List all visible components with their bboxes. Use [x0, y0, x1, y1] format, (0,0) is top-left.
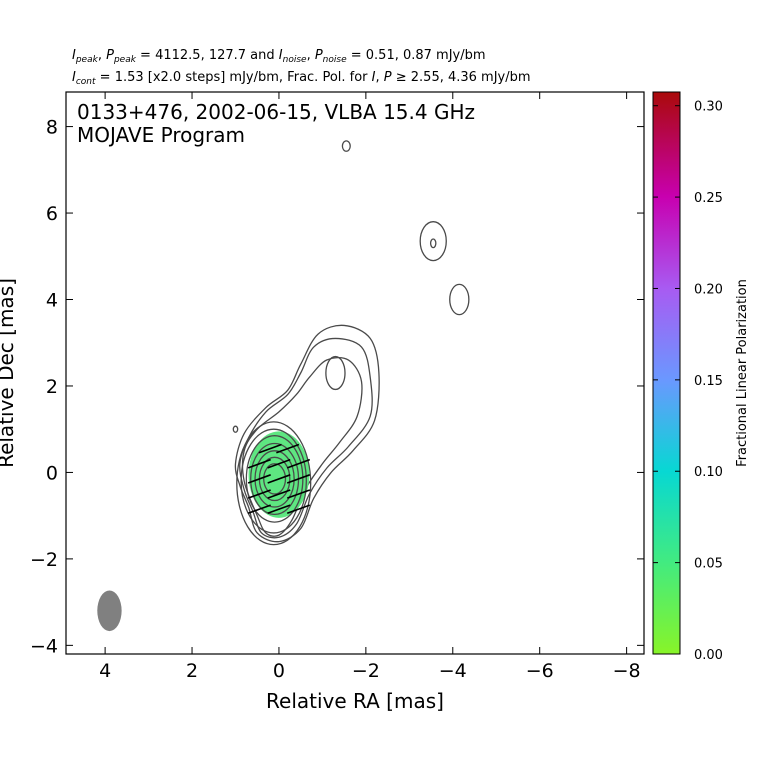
i-noise-symbol: I [278, 48, 283, 63]
evpa-tick [267, 489, 291, 499]
core-contour [263, 463, 287, 495]
colorbar-tick-label: 0.10 [694, 465, 723, 480]
knot-contour [429, 238, 437, 249]
core-contour [254, 450, 295, 508]
i-cont-symbol: I [72, 70, 76, 85]
chart-subtitle: MOJAVE Program [77, 123, 245, 147]
colorbar-tick-label: 0.00 [694, 648, 723, 663]
y-tick-label: −2 [30, 549, 58, 571]
plot-area [97, 140, 470, 632]
colorbar-tick-label: 0.05 [694, 557, 723, 572]
x-tick-label: −6 [526, 660, 554, 682]
evpa-tick [286, 474, 311, 484]
knot-contour [232, 425, 239, 433]
i-symbol: I [371, 70, 376, 85]
evpa-tick [286, 489, 311, 499]
x-tick-label: 4 [99, 660, 111, 682]
x-tick-label: −4 [439, 660, 467, 682]
evpa-tick [267, 458, 291, 469]
y-tick-label: 2 [46, 376, 58, 398]
y-tick-label: 4 [46, 290, 58, 312]
x-tick-label: −2 [352, 660, 380, 682]
header-line-1: Ipeak, Ppeak = 4112.5, 127.7 and Inoise,… [72, 48, 486, 65]
colorbar-label: Fractional Linear Polarization [735, 279, 750, 467]
y-tick-label: 6 [46, 203, 58, 225]
y-tick-label: 8 [46, 117, 58, 139]
i-cont-subscript: cont [75, 77, 96, 87]
axis-ticks: 4 2 0 −2 −4 −6 −8 −4 −2 0 2 4 6 8 [30, 92, 644, 682]
knot-contour [449, 283, 470, 316]
p-peak-subscript: peak [113, 55, 136, 65]
p-symbol: P [383, 70, 392, 85]
i-peak-subscript: peak [75, 55, 98, 65]
core-contour [245, 435, 304, 523]
evpa-tick [276, 443, 300, 454]
colorbar-tick-label: 0.30 [694, 100, 723, 115]
core-contour [236, 421, 312, 546]
p-noise-symbol: P [314, 48, 323, 63]
core-contour [240, 428, 307, 534]
evpa-tick [258, 443, 282, 454]
beam-ellipse [97, 590, 122, 632]
y-tick-label: 0 [46, 462, 58, 484]
evpa-tick [247, 489, 271, 499]
evpa-tick [247, 504, 271, 515]
evpa-tick [247, 458, 271, 469]
x-tick-label: 0 [273, 660, 285, 682]
x-tick-label: −8 [613, 660, 641, 682]
threshold-text: ≥ 2.55, 4.36 mJy/bm [391, 70, 531, 85]
y-axis-label: Relative Dec [mas] [0, 278, 18, 468]
p-noise-subscript: noise [322, 55, 347, 65]
evpa-tick [267, 474, 291, 484]
plot-frame [65, 91, 645, 655]
peak-values: = 4112.5, 127.7 and [135, 48, 279, 63]
p-peak-symbol: P [106, 48, 114, 63]
colorbar-tick-label: 0.25 [694, 191, 723, 206]
y-tick-label: −4 [30, 635, 58, 657]
knot-contour [325, 355, 346, 391]
cont-text: = 1.53 [x2.0 steps] mJy/bm, Frac. Pol. f… [95, 70, 372, 85]
evpa-tick [247, 474, 271, 484]
colorbar-ticks: 0.00 0.05 0.10 0.15 0.20 0.25 0.30 [653, 100, 723, 663]
evpa-tick [267, 504, 291, 515]
knot-contour [341, 140, 351, 152]
colorbar-tick-label: 0.20 [694, 282, 723, 297]
noise-values: = 0.51, 0.87 mJy/bm [346, 48, 486, 63]
chart-title: 0133+476, 2002-06-15, VLBA 15.4 GHz [77, 100, 475, 124]
i-noise-subscript: noise [282, 55, 307, 65]
jet-contour [241, 356, 363, 537]
colorbar-tick-label: 0.15 [694, 374, 723, 389]
i-peak-symbol: I [72, 48, 76, 63]
jet-contour [234, 324, 380, 543]
evpa-tick [286, 458, 311, 469]
colorbar-frame [652, 91, 681, 655]
colorbar-gradient [653, 92, 680, 654]
header-line-2: Icont = 1.53 [x2.0 steps] mJy/bm, Frac. … [72, 70, 531, 87]
knot-contour [419, 221, 447, 262]
evpa-tick [286, 504, 311, 515]
x-tick-label: 2 [186, 660, 198, 682]
x-axis-label: Relative RA [mas] [266, 689, 444, 713]
